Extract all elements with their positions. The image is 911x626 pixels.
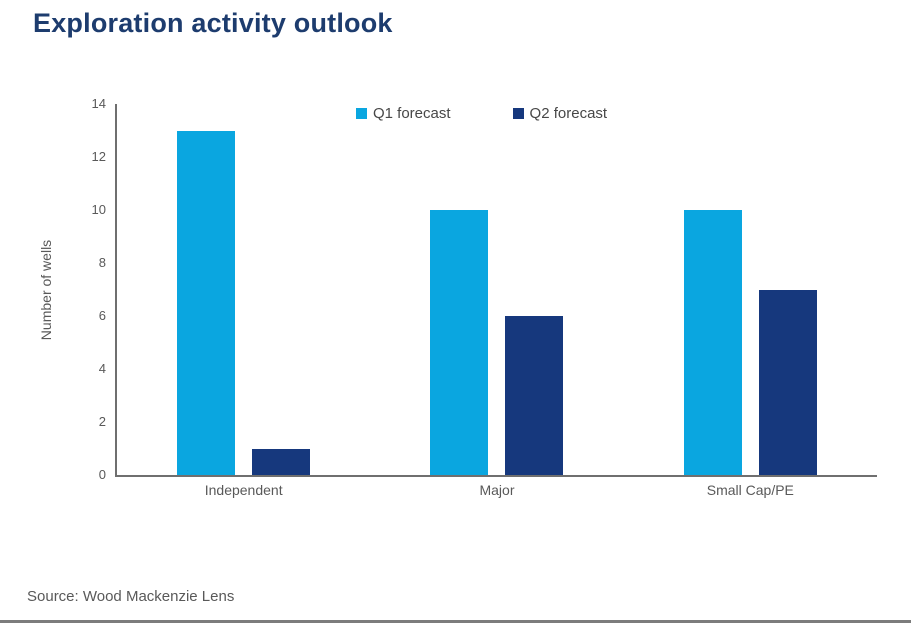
source-note: Source: Wood Mackenzie Lens bbox=[27, 588, 235, 605]
bars-layer bbox=[117, 104, 877, 475]
bar-q1-forecast-small-cap-pe bbox=[683, 210, 742, 475]
category-small-cap-pe bbox=[624, 104, 877, 475]
y-tick-label: 6 bbox=[98, 308, 106, 323]
legend-label-q2: Q2 forecast bbox=[529, 105, 608, 122]
legend-label-q1: Q1 forecast bbox=[373, 105, 451, 122]
bar-q2-forecast-independent bbox=[252, 448, 311, 475]
y-tick-label: 4 bbox=[98, 361, 106, 376]
bar-q1-forecast-independent bbox=[177, 130, 236, 475]
legend: Q1 forecast Q2 forecast bbox=[356, 105, 607, 122]
legend-entry-q2-forecast: Q2 forecast bbox=[512, 105, 608, 122]
x-axis-labels: Independent Major Small Cap/PE bbox=[117, 482, 877, 498]
chart-title: Exploration activity outlook bbox=[33, 8, 393, 38]
y-tick-label: 0 bbox=[98, 467, 106, 482]
plot-area: 0 2 4 6 8 10 12 14 Independent Major Small Cap/PE bbox=[92, 96, 877, 498]
x-axis-label-small-cap-pe: Small Cap/PE bbox=[706, 482, 794, 498]
y-axis-title: Number of wells bbox=[38, 239, 54, 341]
bar-q2-forecast-small-cap-pe bbox=[758, 289, 817, 475]
category-independent bbox=[117, 104, 370, 475]
y-tick-label: 12 bbox=[91, 149, 106, 164]
y-tick-label: 14 bbox=[91, 96, 106, 111]
bar-q1-forecast-major bbox=[430, 210, 489, 475]
bottom-rule bbox=[0, 620, 911, 623]
q2-legend-swatch-icon bbox=[512, 108, 524, 119]
y-tick-label: 2 bbox=[98, 414, 106, 429]
bar-q2-forecast-major bbox=[505, 316, 564, 475]
y-tick-label: 10 bbox=[91, 202, 106, 217]
x-axis-label-independent: Independent bbox=[204, 482, 283, 498]
category-major bbox=[370, 104, 623, 475]
y-tick-label: 8 bbox=[98, 255, 106, 270]
q1-legend-swatch-icon bbox=[356, 108, 367, 119]
legend-entry-q1-forecast: Q1 forecast bbox=[356, 105, 451, 122]
x-axis-label-major: Major bbox=[479, 482, 515, 498]
